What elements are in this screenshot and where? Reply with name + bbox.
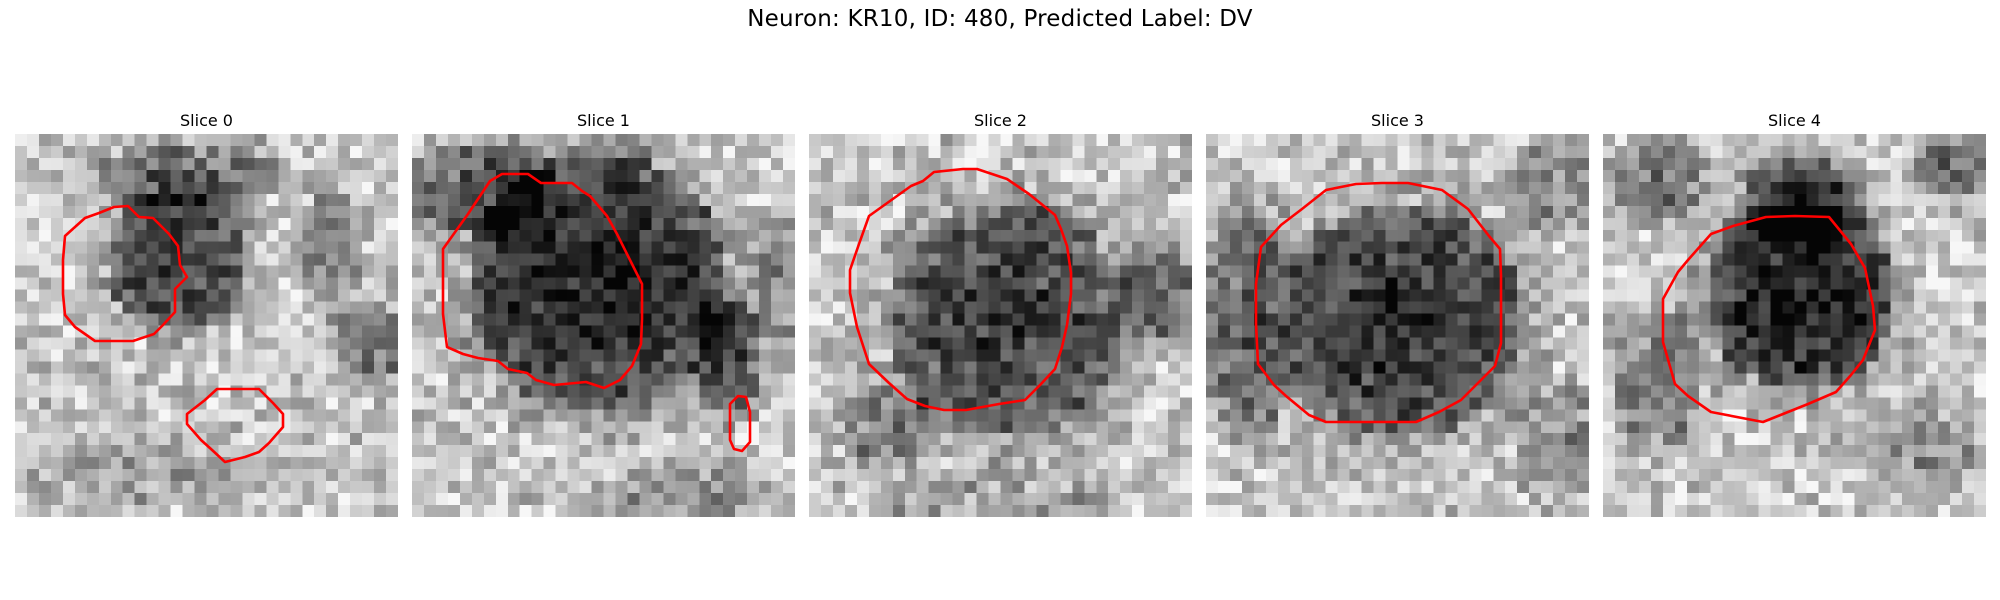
slice-image-4 [1603, 134, 1986, 517]
slice-title-2: Slice 2 [974, 111, 1027, 130]
roi-contour [441, 172, 644, 390]
slice-panel-4: Slice 4 [1603, 108, 1986, 517]
slice-panel-3: Slice 3 [1206, 108, 1589, 517]
slice-image-0 [15, 134, 398, 517]
slice-title-0: Slice 0 [180, 111, 233, 130]
slice-title-1: Slice 1 [577, 111, 630, 130]
slice-panel-0: Slice 0 [15, 108, 398, 517]
slice-image-3 [1206, 134, 1589, 517]
slice-image-1 [412, 134, 795, 517]
roi-contour [728, 394, 752, 453]
roi-contour [61, 204, 189, 343]
slice-title-3: Slice 3 [1371, 111, 1424, 130]
roi-contour [185, 387, 285, 464]
slice-panel-2: Slice 2 [809, 108, 1192, 517]
roi-contour [1661, 214, 1877, 424]
roi-contour [848, 167, 1073, 412]
slice-panel-1: Slice 1 [412, 108, 795, 517]
roi-contour [1254, 181, 1503, 424]
slice-image-2 [809, 134, 1192, 517]
slice-title-4: Slice 4 [1768, 111, 1821, 130]
figure-title: Neuron: KR10, ID: 480, Predicted Label: … [747, 6, 1253, 32]
